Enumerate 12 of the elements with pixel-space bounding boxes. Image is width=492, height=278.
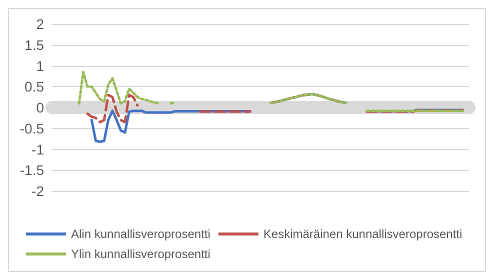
y-tick-label: 0 [36,100,44,116]
legend-label: Ylin kunnallisveroprosentti [71,247,210,261]
y-tick-label: 2 [36,16,44,32]
y-tick-label: 1.5 [24,36,44,53]
y-tick-label: -0.5 [20,120,44,136]
y-tick-label: 0.5 [24,78,44,95]
y-tick-label: -1 [32,141,44,158]
y-tick-label: 1 [36,58,44,74]
y-tick-label: -2 [32,183,44,199]
y-tick-label: -1.5 [20,162,44,178]
legend-label: Keskimäräinen kunnallisveroprosentti [263,227,462,241]
legend-label: Alin kunnallisveroprosentti [71,227,210,241]
